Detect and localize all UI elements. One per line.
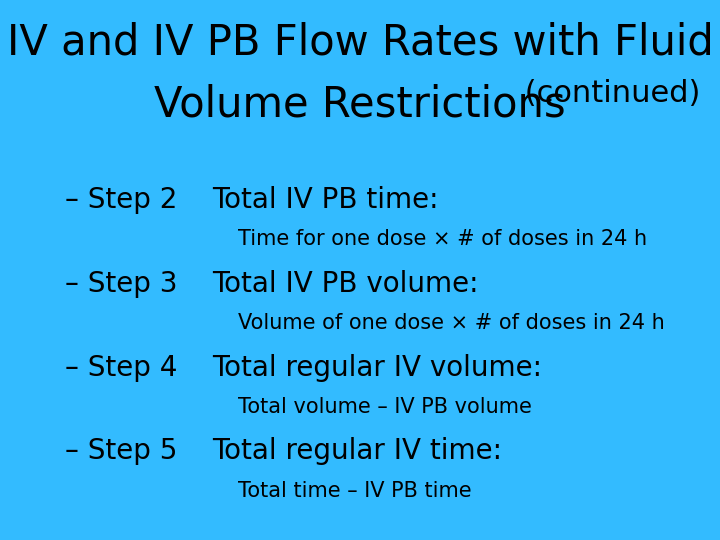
- Text: Total time – IV PB time: Total time – IV PB time: [238, 481, 471, 501]
- Text: – Step 5: – Step 5: [65, 437, 177, 465]
- Text: IV and IV PB Flow Rates with Fluid: IV and IV PB Flow Rates with Fluid: [6, 22, 714, 64]
- Text: Volume of one dose × # of doses in 24 h: Volume of one dose × # of doses in 24 h: [238, 313, 665, 333]
- Text: – Step 4: – Step 4: [65, 354, 177, 382]
- Text: – Step 3: – Step 3: [65, 270, 177, 298]
- Text: Total IV PB volume:: Total IV PB volume:: [212, 270, 479, 298]
- Text: Total regular IV volume:: Total regular IV volume:: [212, 354, 542, 382]
- Text: Total regular IV time:: Total regular IV time:: [212, 437, 503, 465]
- Text: (continued): (continued): [515, 79, 700, 109]
- Text: Total volume – IV PB volume: Total volume – IV PB volume: [238, 397, 531, 417]
- Text: Volume Restrictions: Volume Restrictions: [154, 84, 566, 126]
- Text: Time for one dose × # of doses in 24 h: Time for one dose × # of doses in 24 h: [238, 230, 647, 249]
- Text: – Step 2: – Step 2: [65, 186, 177, 214]
- Text: Total IV PB time:: Total IV PB time:: [212, 186, 439, 214]
